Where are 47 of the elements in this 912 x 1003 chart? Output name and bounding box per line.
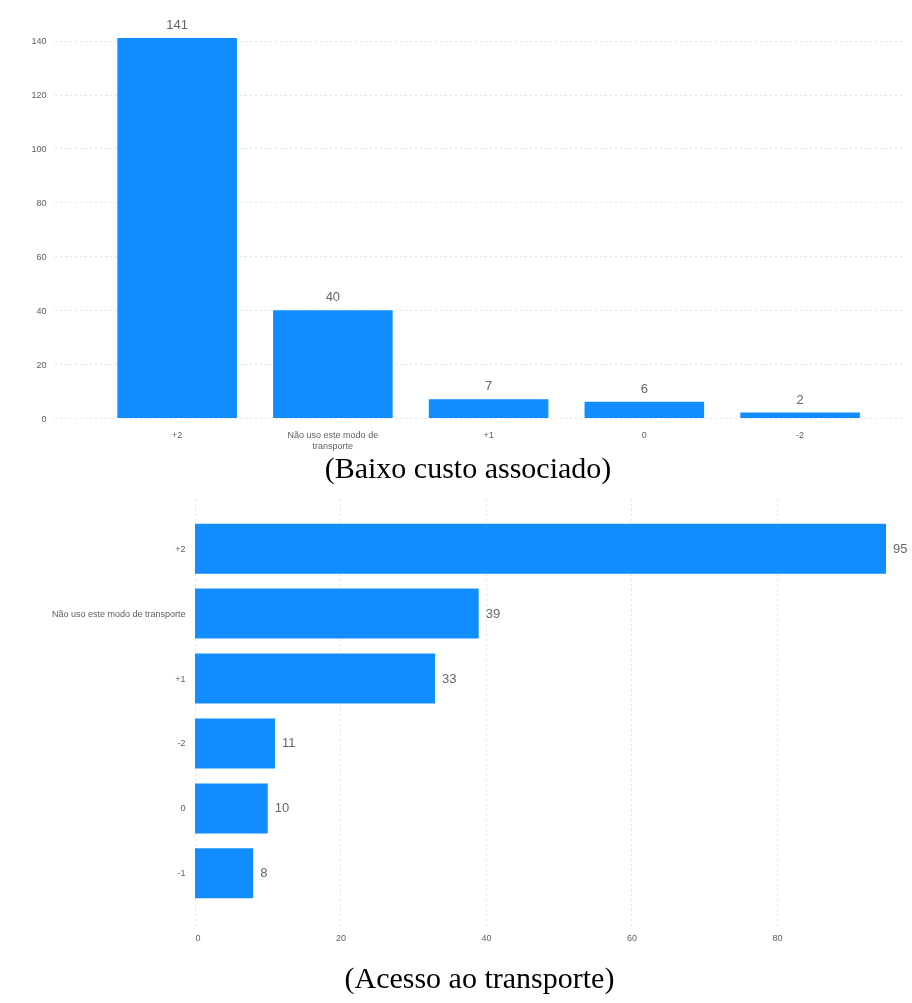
bar — [740, 412, 860, 418]
bar — [273, 310, 393, 418]
bar — [584, 401, 705, 418]
y-tick-label: +1 — [175, 673, 186, 684]
bar — [428, 399, 549, 418]
data-label: 7 — [484, 378, 493, 394]
y-tick-label: 80 — [36, 197, 47, 208]
y-tick-label: 0 — [41, 413, 47, 424]
data-label: 6 — [640, 380, 648, 396]
bar — [195, 848, 254, 899]
x-tick-label: 40 — [481, 932, 492, 943]
data-label: 95 — [893, 540, 908, 556]
data-label: 2 — [796, 391, 804, 407]
y-tick-label: 120 — [31, 90, 47, 101]
y-tick-label: 60 — [36, 251, 47, 262]
bar — [195, 718, 276, 769]
x-tick-label: +1 — [483, 429, 494, 440]
x-tick-label: 0 — [195, 932, 201, 943]
x-tick-label: 0 — [641, 429, 647, 440]
y-tick-label: 100 — [31, 144, 47, 154]
y-tick-label: 40 — [36, 305, 47, 316]
y-tick-label: 20 — [36, 359, 47, 370]
x-tick-label: Não uso este modo de transporte — [287, 429, 379, 451]
x-tick-label: 60 — [626, 932, 637, 943]
x-tick-label: 20 — [335, 932, 346, 943]
bar — [117, 38, 237, 418]
y-tick-label: -2 — [177, 738, 186, 749]
data-label: 39 — [485, 605, 501, 621]
text: (Acesso ao transporte) — [344, 961, 615, 995]
data-label: 11 — [282, 735, 296, 751]
x-tick-label: 80 — [772, 932, 783, 943]
bar — [195, 653, 436, 704]
y-tick-label: 0 — [180, 803, 186, 814]
data-label: 8 — [260, 865, 268, 881]
y-tick-label: +2 — [175, 543, 186, 554]
y-tick-label: Não uso este modo de transporte — [51, 608, 186, 619]
data-label: 10 — [274, 800, 290, 816]
text: (Baixo custo associado) — [324, 451, 612, 485]
bar — [195, 523, 886, 574]
x-tick-label: -2 — [796, 429, 805, 440]
y-tick-label: -1 — [177, 868, 186, 879]
data-label: 141 — [166, 17, 188, 32]
bar — [195, 783, 268, 834]
bar — [195, 588, 479, 639]
data-label: 33 — [442, 670, 457, 686]
y-tick-label: 140 — [31, 36, 47, 47]
data-label: 40 — [325, 289, 341, 305]
